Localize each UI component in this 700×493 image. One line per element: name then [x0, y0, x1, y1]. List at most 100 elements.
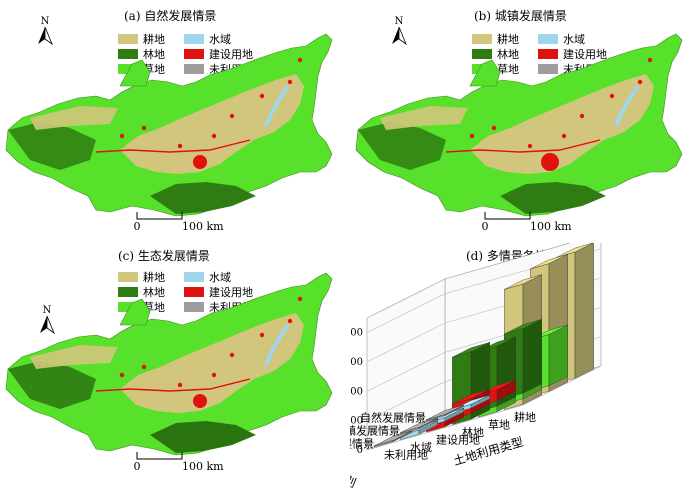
- scale-bar: 0 100 km: [480, 210, 590, 233]
- forest-area: [358, 122, 446, 170]
- scale-bar: 0 100 km: [132, 450, 242, 473]
- town-spot: [297, 57, 303, 63]
- land-type-label: 草地: [488, 418, 510, 431]
- river: [264, 84, 290, 127]
- city-area: [193, 394, 207, 408]
- river: [614, 84, 640, 127]
- town-spot: [527, 143, 533, 149]
- region-northern-lobe: [469, 59, 501, 87]
- scale-end-label: 100 km: [182, 220, 224, 232]
- north-label: N: [40, 16, 50, 27]
- map-title: (a) 自然发展情景: [124, 9, 217, 23]
- land-type-label: 林地: [462, 425, 484, 439]
- legend-label: 水域: [563, 33, 585, 46]
- cropland-area: [470, 74, 654, 174]
- city-area: [193, 155, 207, 169]
- legend-swatch: [184, 49, 204, 59]
- town-spot: [561, 133, 567, 139]
- y-tick-label: 20 000: [350, 386, 363, 397]
- cropland-area: [120, 74, 304, 174]
- legend-item-water: 水域: [538, 31, 585, 47]
- town-spot: [287, 318, 293, 324]
- town-spot: [119, 133, 125, 139]
- scale-zero-label: 0: [134, 220, 141, 232]
- legend-item-water: 水域: [184, 269, 231, 285]
- legend-item-cropland: 耕地: [118, 31, 165, 47]
- cropland-area: [120, 313, 304, 413]
- town-spot: [297, 296, 303, 302]
- legend-swatch: [472, 49, 492, 59]
- north-arrow: N: [38, 305, 56, 337]
- scenario-label: 生态发展情景: [350, 437, 374, 451]
- forest-area: [8, 122, 96, 170]
- legend-label: 建设用地: [563, 48, 607, 61]
- cropland-area: [380, 106, 468, 130]
- legend-item-cropland: 耕地: [472, 31, 519, 47]
- legend-label: 水域: [209, 33, 231, 46]
- town-spot: [229, 352, 235, 358]
- legend-label: 林地: [497, 48, 519, 61]
- legend-item-cropland: 耕地: [118, 269, 165, 285]
- land-type-label: 水域: [410, 441, 432, 454]
- north-arrow-icon: [40, 315, 55, 335]
- town-spot: [119, 372, 125, 378]
- legend-label: 耕地: [143, 271, 165, 284]
- town-spot: [287, 79, 293, 85]
- cropland-area: [30, 345, 118, 369]
- town-spot: [177, 382, 183, 388]
- town-spot: [211, 372, 217, 378]
- forest-area: [150, 182, 256, 214]
- legend-label: 建设用地: [209, 286, 253, 299]
- legend-item-construction: 建设用地: [184, 284, 253, 300]
- land-type-label: 建设用地: [436, 432, 480, 446]
- map-panel-c: (c) 生态发展情景 N 耕地 水域 林地 建设用地 草地 未利用地 0 100 km: [0, 243, 350, 493]
- legend-swatch: [118, 287, 138, 297]
- legend-label: 耕地: [143, 33, 165, 46]
- x-axis-title: 多情景类别: [350, 455, 358, 490]
- town-spot: [647, 57, 653, 63]
- scale-zero-label: 0: [134, 460, 141, 472]
- map-shape: [5, 272, 333, 456]
- land-type-label: 耕地: [514, 410, 536, 424]
- town-spot: [491, 125, 497, 131]
- scale-bar-line: 0 100 km: [134, 212, 224, 233]
- legend-item-forest: 林地: [472, 46, 519, 62]
- legend-swatch: [184, 302, 204, 312]
- y-tick-label: 40 000: [350, 328, 363, 339]
- scale-end-label: 100 km: [530, 220, 572, 232]
- city-area: [541, 153, 559, 171]
- town-spot: [579, 113, 585, 119]
- scenario-label: 城镇发展情景: [350, 424, 400, 438]
- legend-swatch: [184, 287, 204, 297]
- legend-item-forest: 林地: [118, 284, 165, 300]
- y-tick-label: 10 000: [350, 416, 363, 427]
- legend-swatch: [472, 34, 492, 44]
- scale-bar-line: 0 100 km: [482, 212, 572, 233]
- construction-strip: [95, 378, 251, 392]
- scale-bar-line: 0 100 km: [134, 452, 224, 473]
- land-area-3d-bar-chart: 0 10 000 20 000 30 000 40 000 自然发展情景城镇发展情景生态发…: [350, 243, 602, 490]
- north-label: N: [42, 305, 52, 316]
- legend-label: 林地: [143, 286, 165, 299]
- legend-item-forest: 林地: [118, 46, 165, 62]
- bar-未利用地-生态发展情景: [374, 430, 412, 448]
- town-spot: [259, 332, 265, 338]
- legend-swatch: [184, 34, 204, 44]
- forest-area: [8, 361, 96, 409]
- legend-label: 耕地: [497, 33, 519, 46]
- legend-swatch: [538, 64, 558, 74]
- town-spot: [141, 125, 147, 131]
- legend-label: 建设用地: [209, 48, 253, 61]
- north-arrow: N: [390, 16, 408, 48]
- legend-item-water: 水域: [184, 31, 231, 47]
- legend-label: 林地: [143, 48, 165, 61]
- town-spot: [469, 133, 475, 139]
- bar-未利用地-自然发展情景: [426, 404, 464, 422]
- chart-panel-d: (d) 多情景各地类面积 010 00020 00030 00040 000自然…: [350, 243, 700, 493]
- legend-swatch: [118, 49, 138, 59]
- bar-未利用地-城镇发展情景: [400, 417, 438, 435]
- y-tick-label: 30 000: [350, 357, 363, 368]
- legend-swatch: [184, 64, 204, 74]
